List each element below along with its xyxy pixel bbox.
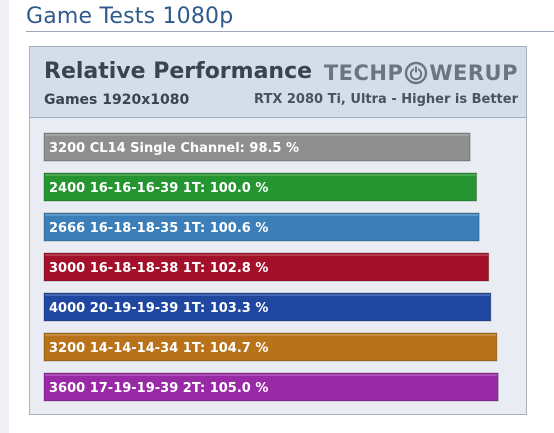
bar-group: 2666 16-18-18-35 1T: 100.6 %	[43, 212, 480, 242]
bar-group: 4000 20-19-19-39 1T: 103.3 %	[43, 292, 492, 322]
bar	[43, 372, 499, 402]
bar	[43, 292, 492, 322]
techpowerup-logo: TECHP WERUP	[324, 60, 518, 86]
bar-group: 3200 14-14-14-34 1T: 104.7 %	[43, 332, 498, 362]
bar-highlight	[45, 294, 490, 296]
bar-label: 3200 CL14 Single Channel: 98.5 %	[49, 141, 299, 156]
bar	[43, 132, 471, 162]
bar-group: 3200 CL14 Single Channel: 98.5 %	[43, 132, 471, 162]
bar-group: 3600 17-19-19-39 2T: 105.0 %	[43, 372, 499, 402]
bar-highlight	[45, 334, 496, 336]
bar-highlight	[45, 374, 498, 376]
section-title: Game Tests 1080p	[26, 4, 234, 29]
bar-label: 3600 17-19-19-39 2T: 105.0 %	[49, 381, 268, 396]
logo-text-right: WERUP	[429, 61, 518, 85]
bar	[43, 212, 480, 242]
chart-note: RTX 2080 Ti, Ultra - Higher is Better	[254, 92, 518, 107]
chart-header: Relative Performance Games 1920x1080 TEC…	[30, 47, 526, 118]
bar-label: 3200 14-14-14-34 1T: 104.7 %	[49, 341, 268, 356]
plot-area: 3200 CL14 Single Channel: 98.5 % 2400 16-…	[30, 118, 526, 414]
bar	[43, 252, 490, 282]
chart-title: Relative Performance	[44, 59, 313, 84]
bar-chart: 3200 CL14 Single Channel: 98.5 % 2400 16-…	[43, 132, 499, 402]
bar-highlight	[45, 174, 476, 176]
bar-group: 2400 16-16-16-39 1T: 100.0 %	[43, 172, 478, 202]
bar-label: 2666 16-18-18-35 1T: 100.6 %	[49, 221, 268, 236]
left-page-strip	[0, 0, 9, 433]
bar	[43, 172, 478, 202]
bar-highlight	[45, 254, 488, 256]
section-divider	[26, 31, 554, 32]
bar-highlight	[45, 134, 470, 136]
bar-group: 3000 16-18-18-38 1T: 102.8 %	[43, 252, 490, 282]
bar-label: 4000 20-19-19-39 1T: 103.3 %	[49, 301, 268, 316]
power-icon	[405, 61, 428, 85]
bar-label: 3000 16-18-18-38 1T: 102.8 %	[49, 261, 268, 276]
logo-text-left: TECHP	[323, 61, 404, 85]
chart-subtitle: Games 1920x1080	[44, 92, 190, 108]
bar-highlight	[45, 214, 479, 216]
chart-panel: Relative Performance Games 1920x1080 TEC…	[29, 46, 527, 415]
bar-label: 2400 16-16-16-39 1T: 100.0 %	[49, 181, 268, 196]
bar	[43, 332, 498, 362]
